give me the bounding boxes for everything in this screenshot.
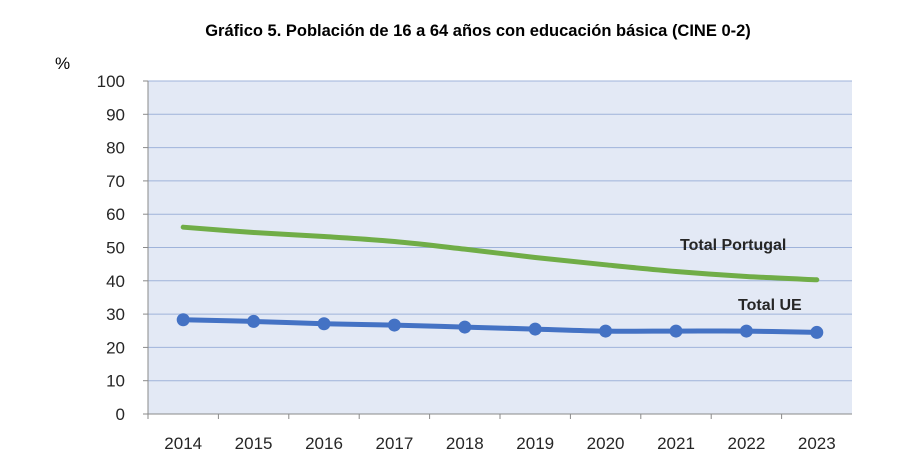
data-point — [739, 324, 753, 338]
data-point — [387, 318, 401, 332]
data-point — [810, 325, 824, 339]
data-point — [247, 314, 261, 328]
series-label-total-ue: Total UE — [738, 297, 802, 314]
chart-title: Gráfico 5. Población de 16 a 64 años con… — [205, 22, 751, 40]
y-tick-label: 0 — [116, 405, 125, 424]
x-tick-label: 2023 — [798, 434, 836, 453]
y-tick-label: 70 — [106, 172, 125, 191]
x-tick-label: 2022 — [727, 434, 765, 453]
y-tick-label: 10 — [106, 372, 125, 391]
x-tick-label: 2020 — [587, 434, 625, 453]
x-tick-label: 2014 — [164, 434, 202, 453]
x-tick-label: 2016 — [305, 434, 343, 453]
y-tick-label: 50 — [106, 239, 125, 258]
x-tick-label: 2015 — [235, 434, 273, 453]
y-tick-label: 90 — [106, 105, 125, 124]
x-tick-label: 2019 — [516, 434, 554, 453]
x-tick-label: 2021 — [657, 434, 695, 453]
series-line-total-portugal — [180, 224, 820, 283]
y-tick-label: 60 — [106, 205, 125, 224]
series-label-total-portugal: Total Portugal — [680, 237, 786, 254]
y-tick-label: 20 — [106, 338, 125, 357]
x-tick-label: 2018 — [446, 434, 484, 453]
y-tick-label: 30 — [106, 305, 125, 324]
x-tick-label: 2017 — [375, 434, 413, 453]
series-line-total-ue — [180, 317, 820, 335]
y-axis-label: % — [55, 54, 70, 73]
data-point — [599, 324, 613, 338]
data-point — [458, 320, 472, 334]
y-tick-label: 40 — [106, 272, 125, 291]
data-point — [176, 313, 190, 327]
y-tick-label: 80 — [106, 139, 125, 158]
data-point — [317, 317, 331, 331]
data-point — [669, 324, 683, 338]
data-point — [528, 322, 542, 336]
y-tick-label: 100 — [97, 72, 125, 91]
